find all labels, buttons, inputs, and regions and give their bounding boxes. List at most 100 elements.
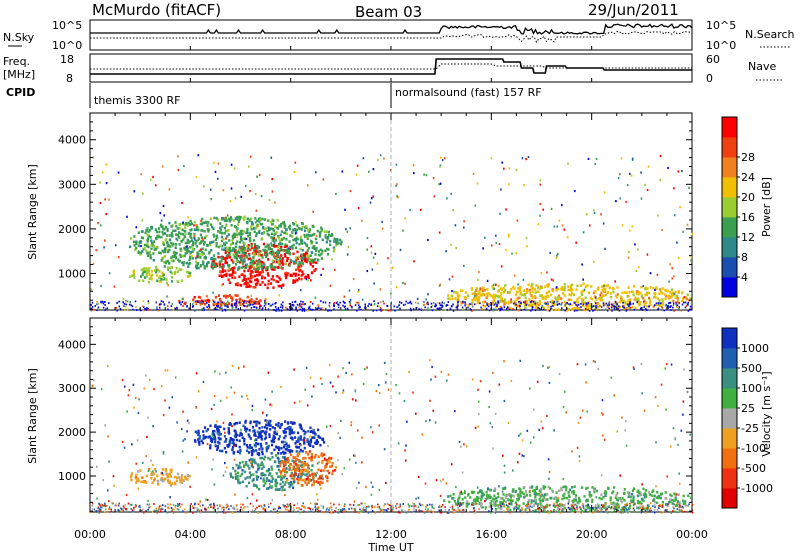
- velocity-cell: [137, 411, 140, 414]
- power-cell: [101, 171, 104, 174]
- power-cell: [551, 288, 554, 291]
- power-cell: [370, 197, 373, 200]
- power-cell: [366, 237, 369, 240]
- power-cell: [237, 254, 240, 258]
- power-cell: [202, 300, 204, 303]
- power-cell: [661, 306, 663, 308]
- power-cell: [493, 296, 496, 299]
- velocity-cell: [301, 450, 304, 453]
- velocity-cell: [108, 500, 110, 503]
- power-cell: [222, 189, 225, 192]
- velocity-cell: [219, 372, 221, 375]
- velocity-cell: [295, 440, 298, 443]
- power-cell: [276, 280, 280, 284]
- power-cell: [184, 241, 187, 245]
- velocity-cell: [627, 495, 630, 499]
- power-cell: [270, 304, 272, 307]
- power-cell: [402, 281, 404, 285]
- velocity-cell: [311, 464, 314, 467]
- power-cell: [471, 298, 474, 302]
- velocity-cell: [578, 498, 581, 501]
- power-cell: [201, 239, 205, 243]
- power-cell: [563, 228, 565, 231]
- power-cell: [293, 170, 296, 173]
- velocity-cell: [233, 423, 236, 426]
- power-cell: [145, 229, 148, 232]
- velocity-cell: [481, 494, 484, 498]
- power-cell: [239, 298, 242, 301]
- velocity-cell: [225, 396, 228, 399]
- power-cell: [133, 244, 136, 247]
- power-cell: [284, 262, 288, 266]
- power-cell: [135, 306, 137, 308]
- power-cell: [160, 223, 163, 227]
- power-cell: [663, 309, 666, 312]
- velocity-cell: [563, 496, 566, 500]
- power-cell: [233, 167, 236, 170]
- power-cell: [247, 285, 250, 288]
- velocity-cell: [519, 495, 522, 498]
- velocity-cell: [530, 501, 533, 504]
- velocity-cell: [264, 426, 267, 429]
- power-cell: [520, 309, 522, 311]
- power-cell: [197, 239, 200, 242]
- power-cell: [483, 293, 486, 297]
- power-cell: [601, 306, 603, 308]
- power-cell: [586, 306, 590, 310]
- velocity-cell: [251, 460, 254, 463]
- power-cell: [260, 304, 262, 307]
- power-cell: [413, 260, 415, 263]
- velocity-cell: [312, 431, 315, 435]
- power-cell: [299, 289, 302, 292]
- velocity-cell: [187, 461, 189, 464]
- power-cell: [185, 251, 188, 254]
- velocity-cell: [477, 425, 479, 428]
- power-cell: [499, 295, 502, 298]
- power-cell: [260, 266, 264, 270]
- velocity-cell: [573, 509, 577, 512]
- power-cell: [148, 250, 151, 254]
- power-cell: [620, 295, 623, 299]
- velocity-cell: [145, 374, 147, 377]
- power-cell: [586, 284, 589, 287]
- power-cell: [316, 308, 318, 310]
- velocity-cell: [238, 434, 241, 437]
- power-cell: [155, 301, 158, 304]
- nave-label: Nave: [748, 60, 776, 73]
- power-cell: [137, 244, 140, 248]
- power-cell: [167, 268, 169, 271]
- power-cell: [250, 242, 253, 246]
- power-cell: [555, 288, 558, 292]
- velocity-cell: [161, 468, 165, 471]
- power-cell: [225, 254, 228, 258]
- power-cell: [134, 300, 137, 303]
- power-cell: [637, 266, 640, 269]
- velocity-cell: [96, 497, 98, 500]
- power-cell: [493, 287, 495, 290]
- power-cell: [315, 247, 318, 250]
- power-cell: [108, 198, 110, 201]
- power-cell: [490, 157, 493, 160]
- power-cell: [305, 235, 308, 238]
- velocity-cell: [534, 508, 537, 512]
- power-cell: [335, 192, 337, 196]
- velocity-cell: [674, 498, 677, 502]
- power-cell: [321, 238, 324, 242]
- power-cell: [124, 308, 126, 311]
- power-cell: [538, 300, 541, 303]
- power-cell: [482, 293, 485, 297]
- power-cell: [344, 308, 347, 310]
- power-cell: [612, 308, 614, 311]
- power-cell: [195, 264, 198, 268]
- power-cell: [688, 186, 690, 189]
- velocity-cell: [512, 469, 514, 472]
- power-cell: [637, 299, 640, 302]
- velocity-cell: [518, 487, 521, 490]
- power-cell: [214, 238, 217, 241]
- power-cell: [302, 272, 305, 276]
- power-cell: [125, 300, 127, 303]
- power-cell: [471, 305, 474, 308]
- power-cell: [281, 304, 284, 307]
- power-cell: [230, 304, 233, 306]
- velocity-cell: [565, 411, 568, 414]
